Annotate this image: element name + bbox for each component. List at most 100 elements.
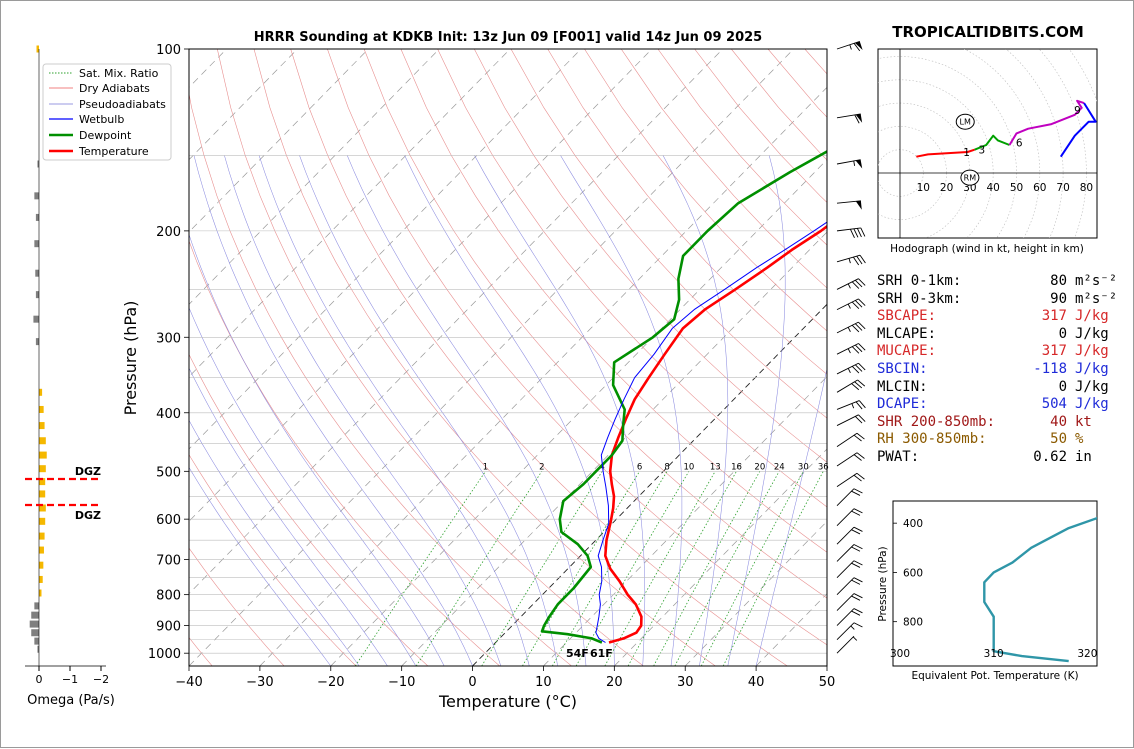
- wind-barb-staff: [837, 343, 858, 354]
- pseudoadiabat-line: [143, 155, 416, 666]
- wind-barb-half: [849, 258, 850, 263]
- wind-barb-staff: [837, 41, 860, 49]
- wind-barb-half: [848, 327, 850, 331]
- wind-barb-full: [854, 527, 862, 531]
- omega-bar: [39, 406, 44, 413]
- omega-bar: [39, 518, 45, 525]
- dgz-top-label: DGZ: [75, 465, 101, 478]
- wind-barb-half: [848, 368, 850, 372]
- stat-value: 80: [1001, 273, 1067, 291]
- wind-barb-full: [854, 561, 862, 565]
- theta-e-x-tick: 300: [890, 648, 910, 660]
- pseudoadiabat-line: [167, 155, 444, 666]
- legend: Sat. Mix. Ratio Dry Adiabats Pseudoadiab…: [43, 64, 171, 160]
- wind-barb-full: [854, 623, 862, 627]
- mix-ratio-line: [654, 471, 760, 666]
- wind-barb-staff: [837, 636, 854, 653]
- x-tick-label: 10: [535, 675, 552, 690]
- stat-unit: J/kg: [1067, 343, 1109, 361]
- stat-value: 317: [1001, 308, 1067, 326]
- wind-barb-full: [851, 596, 859, 600]
- x-tick-label: −10: [388, 675, 415, 690]
- wind-barb-full: [851, 511, 859, 515]
- wind-barb-full: [851, 491, 859, 495]
- stat-unit: J/kg: [1067, 379, 1109, 397]
- stat-value: 90: [1001, 291, 1067, 309]
- omega-bar: [34, 240, 39, 247]
- theta-e-y-tick: 400: [903, 518, 923, 530]
- omega-bar: [39, 490, 45, 497]
- x-tick-label: 50: [819, 675, 836, 690]
- stat-label: PWAT:: [877, 449, 1001, 467]
- wind-barb-staff: [837, 228, 861, 231]
- wind-barb-half: [854, 161, 855, 166]
- wind-barb-half: [852, 404, 854, 409]
- stat-value: 0.62: [1001, 449, 1067, 467]
- hodograph-caption: Hodograph (wind in kt, height in km): [890, 243, 1084, 255]
- omega-bar: [39, 576, 43, 583]
- y-tick-label: 1000: [148, 647, 181, 662]
- storm-motion-label: LM: [960, 118, 971, 127]
- x-axis-label: Temperature (°C): [438, 692, 577, 711]
- storm-motion-label: RM: [964, 174, 977, 183]
- mix-ratio-label: 16: [731, 462, 742, 472]
- wind-barb-full: [854, 545, 862, 549]
- omega-bar: [39, 389, 42, 396]
- omega-bar: [34, 638, 39, 645]
- x-tick-label: 40: [748, 675, 765, 690]
- x-tick-label: 20: [606, 675, 623, 690]
- wind-barb-staff: [837, 299, 858, 310]
- wind-barb-staff: [837, 489, 854, 506]
- hodograph-height-label: 6: [1016, 138, 1023, 150]
- wind-barb-full: [854, 578, 862, 582]
- isotherm-line: [260, 49, 865, 666]
- wind-barb-staff: [837, 363, 858, 374]
- theta-e-x-tick: 310: [984, 648, 1004, 660]
- x-tick-label: 30: [677, 675, 694, 690]
- omega-bar: [36, 291, 39, 298]
- hodograph-height-label: 3: [979, 145, 986, 157]
- wind-barb-full: [861, 228, 865, 237]
- dry-adiabat-line: [327, 49, 859, 666]
- wind-barb-full: [857, 228, 861, 237]
- theta-e-y-tick: 600: [903, 567, 923, 579]
- omega-bar: [39, 547, 44, 554]
- omega-bar: [33, 316, 39, 323]
- mix-ratio-label: 30: [798, 462, 809, 472]
- omega-bar: [35, 270, 39, 277]
- omega-bar: [39, 452, 47, 459]
- skewt-isobars: [189, 49, 827, 666]
- omega-bar: [39, 422, 45, 429]
- wind-barb-staff: [837, 561, 854, 578]
- dry-adiabat-line: [144, 49, 500, 666]
- y-tick-label: 300: [156, 331, 181, 346]
- stat-unit: J/kg: [1067, 361, 1109, 379]
- theta-e-x-tick: 320: [1077, 648, 1097, 660]
- pseudoadiabat-line: [756, 155, 858, 666]
- wind-barb-full: [851, 580, 859, 584]
- pseudoadiabat-line: [663, 155, 728, 666]
- mix-ratio-label: 8: [664, 462, 669, 472]
- surface-temperature-label: 61F: [590, 647, 613, 660]
- stat-label: MLCIN:: [877, 379, 1001, 397]
- x-tick-label: 0: [468, 675, 476, 690]
- stat-value: 50: [1001, 431, 1067, 449]
- x-tick-label: −20: [317, 675, 344, 690]
- stat-label: MLCAPE:: [877, 326, 1001, 344]
- omega-tick-2: −2: [93, 673, 109, 686]
- wind-barb-staff: [837, 623, 854, 640]
- stat-label: SRH 0-3km:: [877, 291, 1001, 309]
- stat-row: RH 300-850mb:50%: [877, 431, 1117, 449]
- omega-bar: [30, 621, 39, 628]
- hodograph-tick-label: 40: [987, 182, 1000, 194]
- mix-ratio-label: 6: [637, 462, 642, 472]
- pseudoadiabat-line: [259, 155, 529, 666]
- stat-unit: kt: [1067, 414, 1092, 432]
- dry-adiabat-line: [217, 49, 643, 666]
